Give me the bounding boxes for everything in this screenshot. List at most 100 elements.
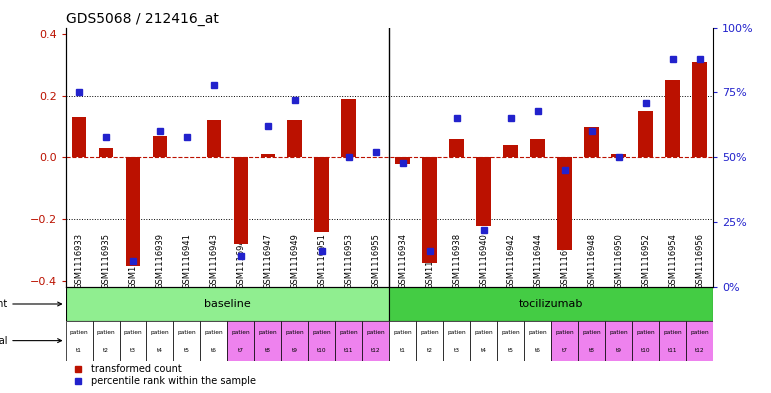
Text: t12: t12 <box>371 348 381 353</box>
Text: patien: patien <box>285 330 305 335</box>
Bar <box>443 321 470 361</box>
Text: patien: patien <box>447 330 466 335</box>
Bar <box>632 321 659 361</box>
Bar <box>416 321 443 361</box>
Bar <box>261 154 275 158</box>
Text: t12: t12 <box>695 348 705 353</box>
Bar <box>665 80 680 158</box>
Text: patien: patien <box>312 330 332 335</box>
Text: patien: patien <box>150 330 170 335</box>
Text: patien: patien <box>339 330 359 335</box>
Text: patien: patien <box>69 330 89 335</box>
Bar <box>200 321 227 361</box>
Bar <box>146 321 173 361</box>
Text: t4: t4 <box>481 348 487 353</box>
Text: tocilizumab: tocilizumab <box>519 299 584 309</box>
Text: patien: patien <box>204 330 224 335</box>
Bar <box>308 321 335 361</box>
Bar <box>503 145 518 158</box>
Bar <box>389 287 713 321</box>
Text: patien: patien <box>582 330 601 335</box>
Text: patien: patien <box>474 330 493 335</box>
Text: patien: patien <box>258 330 278 335</box>
Text: t3: t3 <box>454 348 460 353</box>
Bar <box>72 117 86 158</box>
Text: t8: t8 <box>265 348 271 353</box>
Bar <box>524 321 551 361</box>
Text: transformed count: transformed count <box>92 364 182 374</box>
Text: t3: t3 <box>130 348 136 353</box>
Text: t10: t10 <box>641 348 651 353</box>
Bar <box>66 321 93 361</box>
Text: t7: t7 <box>562 348 567 353</box>
Text: t6: t6 <box>211 348 217 353</box>
Bar <box>659 321 686 361</box>
Bar <box>686 321 713 361</box>
Text: baseline: baseline <box>204 299 251 309</box>
Text: t7: t7 <box>238 348 244 353</box>
Bar <box>173 321 200 361</box>
Text: t4: t4 <box>157 348 163 353</box>
Text: t5: t5 <box>508 348 513 353</box>
Bar <box>584 127 599 158</box>
Bar <box>254 321 281 361</box>
Bar <box>423 158 437 263</box>
Text: patien: patien <box>528 330 547 335</box>
Text: patien: patien <box>420 330 439 335</box>
Text: t2: t2 <box>427 348 433 353</box>
Bar <box>342 99 356 158</box>
Bar <box>315 158 329 232</box>
Bar <box>335 321 362 361</box>
Text: t8: t8 <box>589 348 594 353</box>
Text: patien: patien <box>96 330 116 335</box>
Text: t1: t1 <box>76 348 82 353</box>
Bar <box>449 139 464 158</box>
Bar <box>551 321 578 361</box>
Bar <box>578 321 605 361</box>
Bar <box>611 154 626 158</box>
Bar <box>153 136 167 158</box>
Text: patien: patien <box>555 330 574 335</box>
Text: percentile rank within the sample: percentile rank within the sample <box>92 376 257 386</box>
Text: t1: t1 <box>400 348 406 353</box>
Text: patien: patien <box>177 330 197 335</box>
Bar <box>227 321 254 361</box>
Bar <box>120 321 146 361</box>
Bar <box>497 321 524 361</box>
Bar <box>470 321 497 361</box>
Text: t2: t2 <box>103 348 109 353</box>
Text: patien: patien <box>231 330 251 335</box>
Text: patien: patien <box>663 330 682 335</box>
Text: t9: t9 <box>292 348 298 353</box>
Bar <box>389 321 416 361</box>
Text: patien: patien <box>366 330 386 335</box>
Text: patien: patien <box>609 330 628 335</box>
Bar <box>207 120 221 158</box>
Bar <box>692 62 707 158</box>
Bar <box>476 158 491 226</box>
Text: t5: t5 <box>184 348 190 353</box>
Bar <box>530 139 545 158</box>
Text: agent: agent <box>0 299 62 309</box>
Bar <box>99 148 113 158</box>
Text: t11: t11 <box>668 348 678 353</box>
Bar <box>93 321 120 361</box>
Bar <box>557 158 572 250</box>
Bar <box>362 321 389 361</box>
Bar <box>638 111 653 158</box>
Bar <box>605 321 632 361</box>
Text: patien: patien <box>123 330 143 335</box>
Bar <box>66 287 389 321</box>
Bar <box>396 158 410 163</box>
Text: individual: individual <box>0 336 62 345</box>
Bar <box>126 158 140 266</box>
Text: patien: patien <box>501 330 520 335</box>
Text: patien: patien <box>690 330 709 335</box>
Bar <box>288 120 302 158</box>
Bar <box>281 321 308 361</box>
Text: patien: patien <box>393 330 412 335</box>
Text: t11: t11 <box>344 348 354 353</box>
Text: GDS5068 / 212416_at: GDS5068 / 212416_at <box>66 13 218 26</box>
Text: t9: t9 <box>616 348 621 353</box>
Text: patien: patien <box>636 330 655 335</box>
